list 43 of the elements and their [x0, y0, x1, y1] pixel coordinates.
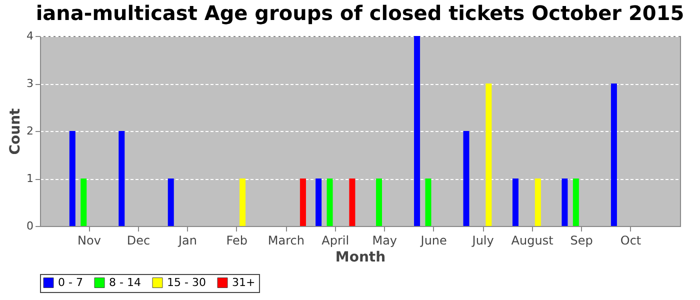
x-tick-label: Jan [177, 234, 197, 248]
bar [326, 178, 333, 226]
x-tick-label: Feb [226, 234, 248, 248]
bar [512, 178, 518, 226]
x-tick-label: May [372, 234, 398, 248]
bar [316, 178, 322, 226]
legend-label: 8 - 14 [109, 276, 141, 289]
bar [118, 131, 125, 226]
bar [349, 178, 356, 226]
x-tick-label: Nov [78, 234, 101, 248]
bar [572, 178, 579, 226]
x-tick-label: Oct [620, 234, 642, 248]
y-tick-label: 1 [26, 172, 34, 185]
y-axis-title: Count [8, 108, 24, 155]
chart-title: iana-multicast Age groups of closed tickets October 2015 [36, 1, 684, 25]
bar [414, 36, 420, 226]
legend-label: 0 - 7 [58, 276, 83, 289]
bar [376, 178, 382, 226]
legend-label: 31+ [232, 276, 256, 289]
x-tick-label: March [268, 234, 304, 248]
bar [425, 178, 432, 226]
x-tick-label: August [511, 234, 554, 248]
x-axis-title: Month [335, 250, 386, 266]
x-tick-label: June [420, 234, 447, 248]
y-tick-label: 2 [26, 124, 34, 138]
x-tick-label: Dec [126, 234, 150, 248]
bar [486, 84, 492, 226]
legend-label: 15 - 30 [167, 276, 206, 289]
bar [463, 131, 470, 226]
y-tick-label: 3 [26, 77, 34, 90]
bar [80, 178, 87, 226]
bar [300, 178, 306, 226]
bar [534, 178, 541, 226]
bar [168, 178, 174, 226]
bar [240, 178, 246, 226]
x-tick-label: July [471, 234, 494, 248]
bar [562, 178, 568, 226]
x-tick-label: Sep [570, 234, 593, 248]
x-tick-label: April [322, 234, 350, 248]
bar [69, 131, 76, 226]
y-tick-label: 4 [26, 30, 34, 42]
y-tick-label: 0 [26, 220, 34, 232]
bar [610, 84, 617, 226]
